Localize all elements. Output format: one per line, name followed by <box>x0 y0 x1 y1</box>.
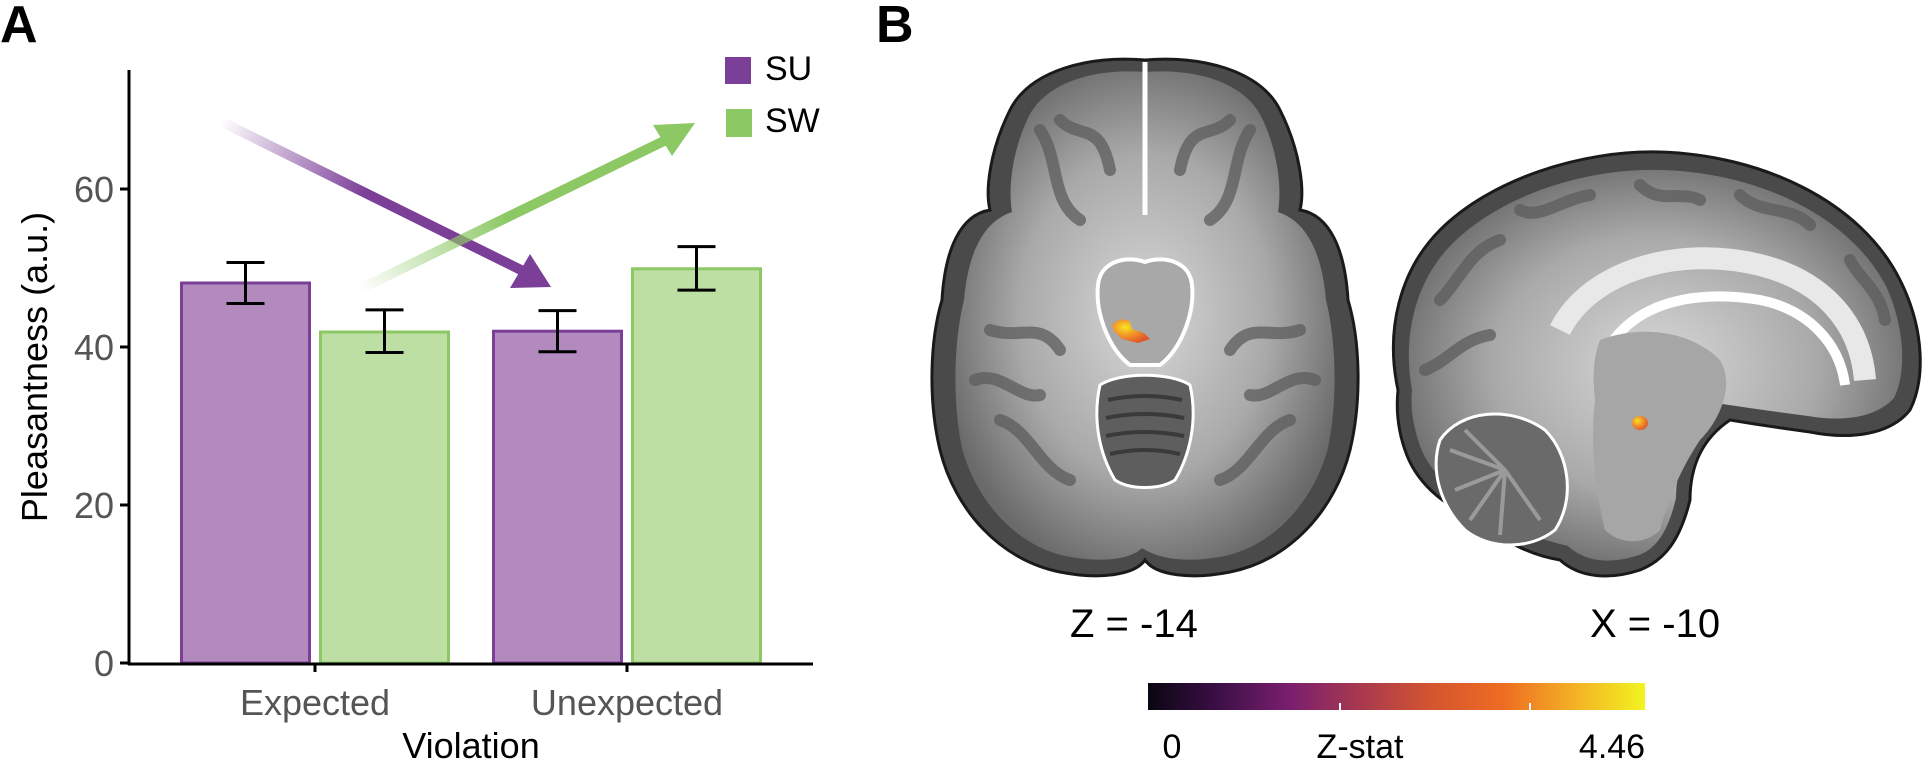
legend-swatch-su <box>725 57 751 84</box>
sagittal-activation-blob <box>1632 416 1648 430</box>
bars-layer <box>180 267 762 665</box>
legend-swatch-sw <box>726 109 752 137</box>
bar-su-expected <box>180 281 311 665</box>
bar-sw-expected <box>319 330 450 665</box>
y-ticks: 0 20 40 60 <box>74 169 129 684</box>
x-tick-label-expected: Expected <box>240 682 390 723</box>
bar-su-unexpected <box>492 329 623 665</box>
x-ticks: Expected Unexpected <box>240 663 723 723</box>
x-axis-title: Violation <box>402 725 539 763</box>
error-bar-su-unexpected <box>538 309 577 354</box>
errorbars-layer <box>226 245 716 355</box>
axial-slice-label: Z = -14 <box>1070 602 1198 646</box>
bar-sw-unexpected <box>631 267 762 665</box>
x-tick-label-unexpected: Unexpected <box>531 682 723 723</box>
panel-b: B Z = -14 X = -10 <box>876 0 1922 763</box>
error-bar-su-expected <box>226 260 265 306</box>
panel-letter-a: A <box>0 0 38 54</box>
sagittal-slice-label: X = -10 <box>1590 602 1720 646</box>
su-trend-arrow <box>219 117 551 288</box>
y-tick-label: 20 <box>74 485 114 526</box>
y-tick-label: 0 <box>94 643 114 684</box>
legend-label-sw: SW <box>765 102 820 140</box>
legend-item-sw: SW <box>726 102 820 140</box>
panel-letter-b: B <box>876 0 914 54</box>
colorbar-gradient <box>1148 683 1645 710</box>
sw-trend-arrow <box>357 123 695 294</box>
colorbar-title: Z-stat <box>1317 728 1404 763</box>
legend-item-su: SU <box>725 50 812 88</box>
y-tick-label: 60 <box>74 169 114 210</box>
sagittal-brain-slice <box>1391 150 1922 578</box>
y-tick-label: 40 <box>74 327 114 368</box>
y-axis-title: Pleasantness (a.u.) <box>14 212 55 522</box>
legend: SU SW <box>725 50 820 140</box>
panel-a: A 0 20 40 60 Expected Unexpected Pleasantnes… <box>0 0 820 763</box>
axial-activation-blob <box>1112 319 1150 343</box>
legend-label-su: SU <box>765 50 812 88</box>
error-bar-sw-unexpected <box>677 245 716 292</box>
axial-brain-slice <box>930 57 1360 578</box>
colorbar-min-label: 0 <box>1163 728 1182 763</box>
colorbar: 0 Z-stat 4.46 <box>1148 683 1645 763</box>
error-bar-sw-expected <box>365 308 404 355</box>
colorbar-max-label: 4.46 <box>1579 728 1645 763</box>
